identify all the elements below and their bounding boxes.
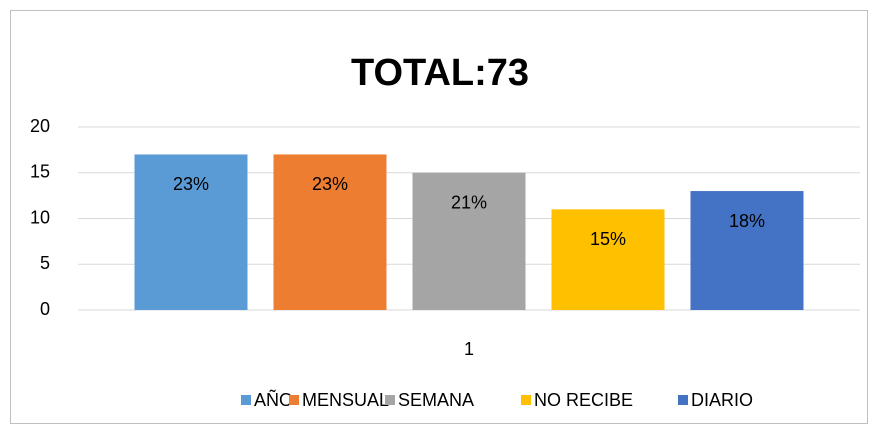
legend-swatch	[289, 395, 299, 405]
bar	[412, 172, 526, 310]
legend-label: SEMANA	[398, 390, 474, 410]
legend-swatch	[678, 395, 688, 405]
bar	[551, 209, 665, 310]
y-tick-label: 10	[30, 207, 50, 227]
data-label: 23%	[312, 174, 348, 194]
y-tick-label: 20	[30, 116, 50, 136]
y-tick-label: 0	[40, 299, 50, 319]
y-tick-label: 5	[40, 253, 50, 273]
legend-swatch	[521, 395, 531, 405]
bar	[273, 154, 387, 310]
legend-label: NO RECIBE	[534, 390, 633, 410]
data-label: 18%	[729, 211, 765, 231]
legend-label: MENSUAL	[302, 390, 389, 410]
legend-label: DIARIO	[691, 390, 753, 410]
data-label: 21%	[451, 193, 487, 213]
bar	[690, 191, 804, 310]
x-tick-label: 1	[464, 339, 474, 359]
legend-label: AÑO	[254, 389, 293, 410]
legend-swatch	[241, 395, 251, 405]
y-tick-label: 15	[30, 162, 50, 182]
data-label: 15%	[590, 229, 626, 249]
chart-title: TOTAL:73	[351, 52, 529, 94]
data-label: 23%	[173, 174, 209, 194]
legend-swatch	[385, 395, 395, 405]
bar	[134, 154, 248, 310]
